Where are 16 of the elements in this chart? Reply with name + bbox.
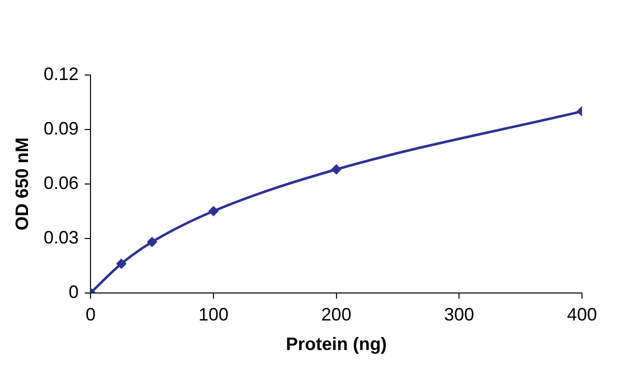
x-tick-label: 300 (444, 304, 474, 325)
x-tick-label: 400 (566, 304, 598, 325)
point (208, 206, 218, 216)
x-axis-title: Protein (ng) (286, 334, 387, 354)
point (147, 237, 157, 247)
y-tick-label: 0.12 (44, 64, 79, 84)
x-tick-label: 200 (321, 304, 352, 325)
y-axis-title: OD 650 nM (12, 137, 32, 230)
x-tick-label: 0 (86, 304, 96, 325)
point (116, 259, 126, 269)
y-tick-label: 0 (68, 282, 79, 302)
y-tick-label: 0.06 (44, 172, 79, 193)
y-tick-label: 0.09 (44, 118, 79, 138)
x-tick-label: 100 (198, 304, 228, 325)
y-tick-label: 0.03 (44, 227, 79, 248)
point (332, 164, 342, 174)
